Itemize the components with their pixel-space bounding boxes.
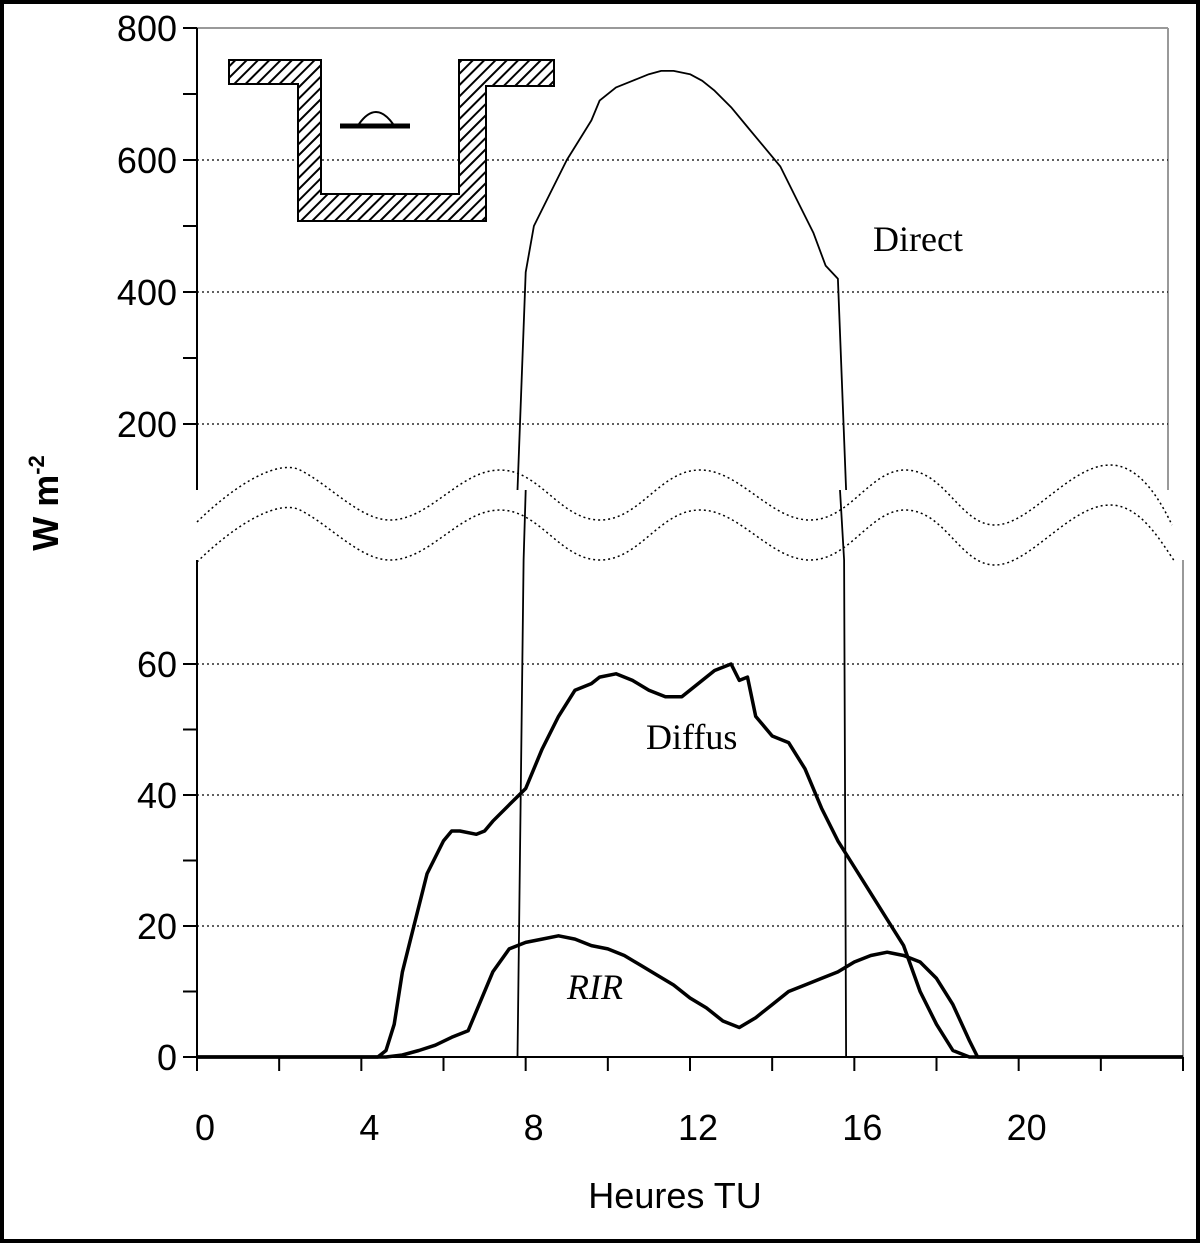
x-tick-label-0: 0 (195, 1107, 215, 1148)
y-tick-label-upper-200: 200 (117, 404, 177, 445)
y-tick-label-lower-60: 60 (137, 644, 177, 685)
x-ticks: 0 4 8 12 16 20 (195, 1057, 1184, 1148)
series-line-direct-fall (839, 489, 847, 1058)
x-tick-label-20: 20 (1007, 1107, 1047, 1148)
series-label-rir: RIR (566, 967, 623, 1007)
x-tick-label-16: 16 (842, 1107, 882, 1148)
series-line-rir (197, 934, 1183, 1059)
y-tick-label-upper-600: 600 (117, 140, 177, 181)
series-layer (197, 70, 1183, 1059)
y-tick-label-lower-0: 0 (157, 1037, 177, 1078)
y-tick-label-lower-40: 40 (137, 775, 177, 816)
series-label-direct: Direct (873, 219, 963, 259)
axis-break-line-top (196, 464, 1173, 526)
series-line-diffus (197, 662, 1183, 1059)
y-tick-label-lower-20: 20 (137, 906, 177, 947)
x-axis-title: Heures TU (588, 1175, 761, 1216)
series-line-direct-rise (516, 489, 527, 1058)
grid-upper (197, 159, 1168, 425)
y-ticks-upper: 200 400 600 800 (117, 8, 197, 445)
series-label-diffus: Diffus (646, 717, 737, 757)
x-tick-label-4: 4 (359, 1107, 379, 1148)
y-tick-label-upper-400: 400 (117, 272, 177, 313)
x-tick-label-12: 12 (678, 1107, 718, 1148)
y-tick-label-upper-800: 800 (117, 8, 177, 49)
y-axis-title: W m-2 (24, 455, 66, 551)
x-tick-label-8: 8 (524, 1107, 544, 1148)
series-line-direct (516, 70, 847, 491)
y-axis-title-sup: -2 (24, 455, 49, 475)
grid-lower (197, 663, 1183, 927)
canyon-section-icon (228, 59, 555, 222)
axis-break-line-bottom (196, 504, 1176, 566)
y-ticks-lower: 0 20 40 60 (137, 644, 197, 1078)
y-axis-title-main: W m (25, 475, 66, 551)
